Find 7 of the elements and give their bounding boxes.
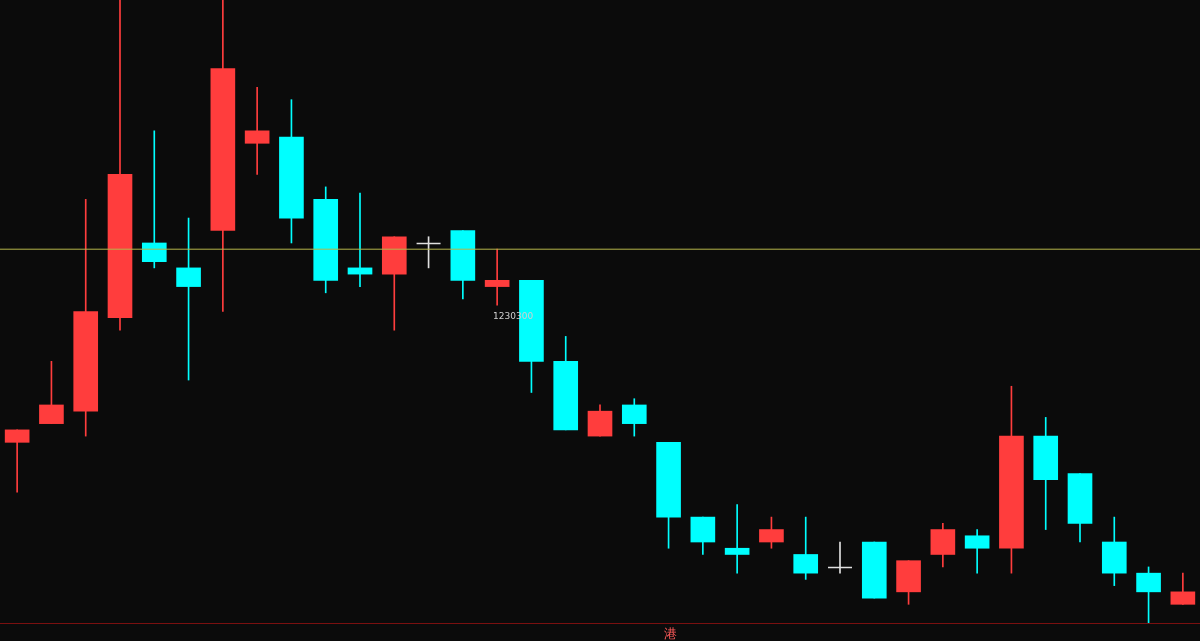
candlestick [827,541,853,574]
text: 港 [663,626,677,641]
candlestick [484,248,510,306]
candlestick [4,429,30,493]
candlestick [244,86,270,175]
candlestick [724,504,750,574]
candlestick [141,130,167,269]
